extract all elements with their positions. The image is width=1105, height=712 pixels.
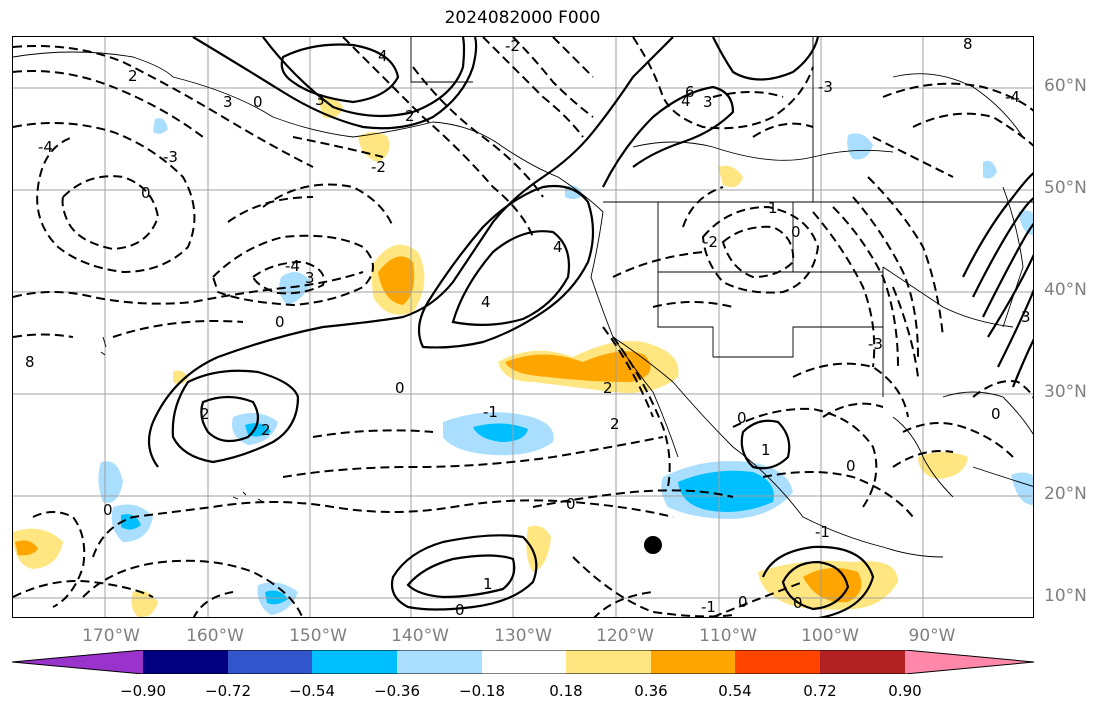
- contour-label: 1: [761, 441, 771, 459]
- colorbar-segment: [905, 650, 1034, 674]
- colorbar-tick: 0.36: [634, 682, 668, 700]
- contour-label: 0: [141, 184, 151, 202]
- lon-label-150w: 150°W: [289, 626, 347, 646]
- contour-label: -3: [163, 148, 178, 166]
- lon-label-100w: 100°W: [801, 626, 859, 646]
- contour-label: -2: [371, 158, 386, 176]
- contour-label: -4: [285, 257, 300, 275]
- contour-label: 2: [603, 379, 613, 397]
- contour-label: 4: [481, 293, 491, 311]
- contour-label: 3: [223, 93, 233, 111]
- contour-label: 1: [483, 575, 493, 593]
- contour-label: -1: [701, 598, 716, 616]
- colorbar-segment: [397, 650, 482, 674]
- lon-label-170w: 170°W: [82, 626, 140, 646]
- contour-label: 0: [275, 313, 285, 331]
- colorbar-tick: 0.54: [718, 682, 752, 700]
- colorbar-segment: [820, 650, 905, 674]
- contour-labels: 4 2 3 0 3 -2 -4 -3 0 -4 3 0 8 2 2 0 4 4 …: [25, 37, 1031, 618]
- contour-label: 2: [405, 107, 415, 125]
- map-canvas: 4 2 3 0 3 -2 -4 -3 0 -4 3 0 8 2 2 0 4 4 …: [13, 37, 1033, 618]
- lon-label-110w: 110°W: [699, 626, 757, 646]
- contour-label: 2: [610, 415, 620, 433]
- colorbar-tick: 0.18: [549, 682, 583, 700]
- colorbar-segment: [12, 650, 143, 674]
- contour-label: 2: [261, 421, 271, 439]
- colorbar-segment: [482, 650, 566, 674]
- lat-label-30n: 30°N: [1044, 382, 1087, 402]
- contour-label: 0: [253, 93, 263, 111]
- contour-label: 0: [103, 501, 113, 519]
- colorbar-segment: [566, 650, 651, 674]
- coastlines: [13, 37, 1033, 558]
- contour-label: 6: [685, 83, 695, 101]
- colorbar-tick: −0.72: [205, 682, 251, 700]
- contour-label: 0: [738, 593, 748, 611]
- colorbar-segment: [228, 650, 312, 674]
- lat-label-40n: 40°N: [1044, 280, 1087, 300]
- contour-label: -2: [703, 233, 718, 251]
- colorbar-segment: [651, 650, 735, 674]
- lon-label-120w: 120°W: [596, 626, 654, 646]
- lon-label-160w: 160°W: [186, 626, 244, 646]
- contour-label: 3: [703, 93, 713, 111]
- contour-label: 0: [395, 379, 405, 397]
- colorbar-tick: −0.90: [120, 682, 166, 700]
- shaded-negative-regions: [98, 118, 1033, 615]
- contour-label: 0: [991, 405, 1001, 423]
- contour-label: 0: [566, 495, 576, 513]
- map-title: 2024082000 F000: [444, 8, 601, 28]
- contour-label: -1: [483, 403, 498, 421]
- lon-label-140w: 140°W: [391, 626, 449, 646]
- contour-label: 0: [793, 594, 803, 612]
- contour-label: 8: [25, 353, 35, 371]
- contour-label: 8: [963, 37, 973, 53]
- colorbar-segment: [143, 650, 228, 674]
- colorbar-segment: [735, 650, 820, 674]
- colorbar: [12, 650, 1035, 674]
- lat-label-20n: 20°N: [1044, 484, 1087, 504]
- contour-label: 4: [378, 47, 388, 65]
- lon-label-90w: 90°W: [908, 626, 956, 646]
- lat-label-60n: 60°N: [1044, 76, 1087, 96]
- contour-label: 3: [305, 269, 315, 287]
- map-panel: 4 2 3 0 3 -2 -4 -3 0 -4 3 0 8 2 2 0 4 4 …: [12, 36, 1034, 618]
- positive-contours: [147, 37, 1033, 617]
- contour-label: 0: [737, 409, 747, 427]
- colorbar-tick: 0.72: [803, 682, 837, 700]
- contour-label: 3: [315, 91, 325, 109]
- graticule: [13, 37, 1033, 617]
- contour-label: 4: [553, 238, 563, 256]
- lon-label-130w: 130°W: [494, 626, 552, 646]
- contour-label: 0: [455, 601, 465, 618]
- contour-label: 1: [768, 199, 778, 217]
- contour-label: -3: [818, 78, 833, 96]
- storm-center-dot: [644, 536, 662, 554]
- contour-label: -4: [38, 138, 53, 156]
- colorbar-tick: −0.54: [289, 682, 335, 700]
- contour-label: 3: [1021, 308, 1031, 326]
- contour-label: 2: [128, 67, 138, 85]
- lat-label-50n: 50°N: [1044, 178, 1087, 198]
- colorbar-segment: [312, 650, 397, 674]
- contour-label: -1: [815, 523, 830, 541]
- negative-contours: [13, 37, 1033, 617]
- contour-label: 2: [200, 405, 210, 423]
- lat-label-10n: 10°N: [1044, 586, 1087, 606]
- contour-label: 4: [681, 92, 691, 110]
- contour-label: -2: [505, 37, 520, 55]
- contour-label: -4: [1005, 88, 1020, 106]
- colorbar-tick: −0.36: [374, 682, 420, 700]
- colorbar-tick: −0.18: [459, 682, 505, 700]
- contour-label: -3: [868, 335, 883, 353]
- contour-label: 0: [791, 223, 801, 241]
- colorbar-tick: 0.90: [888, 682, 922, 700]
- contour-label: 0: [846, 457, 856, 475]
